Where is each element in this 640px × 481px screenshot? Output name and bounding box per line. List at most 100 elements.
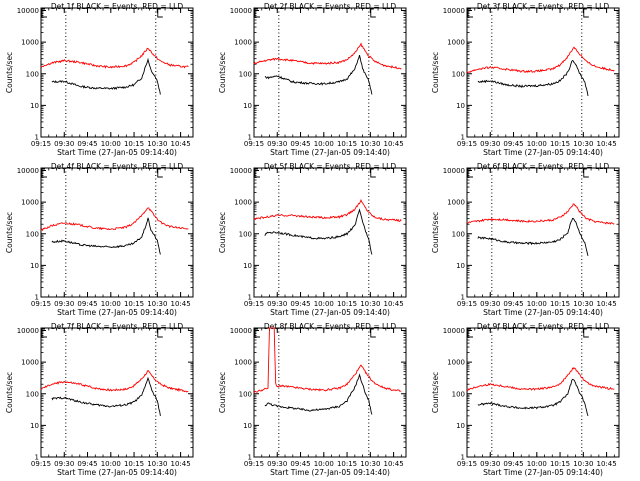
y-tick-label: 10000 xyxy=(17,7,39,15)
bracket-marker xyxy=(370,168,376,178)
x-tick-label: 10:45 xyxy=(596,140,616,148)
x-tick-label: 09:45 xyxy=(77,140,97,148)
x-tick-label: 10:45 xyxy=(170,140,190,148)
series-line-lld xyxy=(466,203,615,225)
y-tick-label: 1 xyxy=(248,454,252,462)
y-axis-label: Counts/sec xyxy=(431,52,440,93)
panel-det-2: Det 2f BLACK = Events, RED = LLD 1 10 100 10… xyxy=(218,2,407,157)
y-tick-label: 10 xyxy=(243,422,252,430)
x-axis-label: Start Time (27-Jan-05 09:14:40) xyxy=(57,148,177,157)
series-line-events xyxy=(264,208,373,255)
x-tick-label: 09:45 xyxy=(77,300,97,308)
y-tick-label: 10 xyxy=(456,262,465,270)
y-tick-label: 10 xyxy=(30,422,39,430)
x-tick-label: 09:45 xyxy=(503,460,523,468)
y-axis-label: Counts/sec xyxy=(5,212,14,253)
x-tick-label: 10:30 xyxy=(360,140,380,148)
x-tick-label: 10:15 xyxy=(124,460,144,468)
x-tick-label: 09:30 xyxy=(54,300,74,308)
x-tick-label: 10:00 xyxy=(101,140,121,148)
y-axis-label: Counts/sec xyxy=(218,52,227,93)
y-tick-label: 10 xyxy=(243,262,252,270)
x-tick-label: 10:00 xyxy=(527,140,547,148)
x-axis-label: Start Time (27-Jan-05 09:14:40) xyxy=(270,468,390,477)
y-tick-label: 10 xyxy=(456,422,465,430)
x-axis-label: Start Time (27-Jan-05 09:14:40) xyxy=(57,308,177,317)
x-tick-label: 10:15 xyxy=(337,140,357,148)
bracket-marker xyxy=(41,168,47,178)
y-tick-label: 10000 xyxy=(443,167,465,175)
bracket-marker xyxy=(157,8,163,18)
y-tick-label: 1 xyxy=(248,294,252,302)
plot-frame xyxy=(466,167,620,298)
y-tick-label: 1 xyxy=(248,134,252,142)
panel-det-9: Det 9f BLACK = Events, RED = LLD 1 10 100 10… xyxy=(431,322,620,477)
x-tick-label: 09:15 xyxy=(457,460,477,468)
y-tick-label: 1000 xyxy=(447,39,465,47)
y-axis-label: Counts/sec xyxy=(5,372,14,413)
y-tick-label: 10 xyxy=(30,102,39,110)
x-tick-label: 10:45 xyxy=(170,300,190,308)
series-line-lld xyxy=(253,327,402,394)
panel-det-1: Det 1f BLACK = Events, RED = LLD 1 10 100 10… xyxy=(5,2,194,157)
y-tick-label: 100 xyxy=(239,70,252,78)
x-tick-label: 09:30 xyxy=(480,300,500,308)
chart-title: Det 4f BLACK = Events, RED = LLD xyxy=(51,162,184,171)
x-tick-label: 09:15 xyxy=(31,300,51,308)
x-axis-label: Start Time (27-Jan-05 09:14:40) xyxy=(483,468,603,477)
x-tick-label: 10:15 xyxy=(124,140,144,148)
x-tick-label: 09:30 xyxy=(480,460,500,468)
panel-det-4: Det 4f BLACK = Events, RED = LLD 1 10 100 10… xyxy=(5,162,194,317)
bracket-marker xyxy=(370,8,376,18)
x-tick-label: 10:15 xyxy=(550,460,570,468)
x-tick-label: 09:30 xyxy=(54,460,74,468)
bracket-marker xyxy=(157,168,163,178)
series-line-events xyxy=(477,378,589,417)
y-axis-label: Counts/sec xyxy=(218,372,227,413)
x-tick-label: 09:15 xyxy=(244,460,264,468)
series-line-events xyxy=(477,59,589,96)
y-axis-label: Counts/sec xyxy=(5,52,14,93)
x-tick-label: 09:45 xyxy=(503,140,523,148)
x-tick-label: 09:15 xyxy=(457,140,477,148)
y-tick-label: 100 xyxy=(452,390,465,398)
y-tick-label: 10000 xyxy=(17,327,39,335)
y-tick-label: 1 xyxy=(461,454,465,462)
x-tick-label: 10:45 xyxy=(596,300,616,308)
x-tick-label: 10:15 xyxy=(337,460,357,468)
x-tick-label: 10:30 xyxy=(147,460,167,468)
y-tick-label: 1 xyxy=(35,454,39,462)
chart-title: Det 7f BLACK = Events, RED = LLD xyxy=(51,322,184,331)
x-tick-label: 09:30 xyxy=(267,140,287,148)
bracket-marker xyxy=(254,8,260,18)
y-tick-label: 100 xyxy=(239,390,252,398)
x-tick-label: 09:15 xyxy=(244,300,264,308)
bracket-marker xyxy=(41,8,47,18)
plot-frame xyxy=(466,327,620,458)
y-tick-label: 100 xyxy=(452,70,465,78)
x-tick-label: 09:15 xyxy=(457,300,477,308)
x-tick-label: 09:30 xyxy=(54,140,74,148)
x-tick-label: 10:30 xyxy=(573,460,593,468)
x-tick-label: 09:45 xyxy=(290,140,310,148)
plot-frame xyxy=(253,327,407,458)
x-tick-label: 10:15 xyxy=(337,300,357,308)
series-line-lld xyxy=(253,198,402,222)
y-tick-label: 1 xyxy=(35,134,39,142)
bracket-marker xyxy=(583,328,589,338)
x-tick-label: 09:15 xyxy=(31,460,51,468)
bracket-marker xyxy=(41,328,47,338)
y-tick-label: 10000 xyxy=(17,167,39,175)
x-tick-label: 10:30 xyxy=(147,140,167,148)
bracket-marker xyxy=(467,8,473,18)
bracket-marker xyxy=(370,328,376,338)
panel-det-7: Det 7f BLACK = Events, RED = LLD 1 10 100 10… xyxy=(5,322,194,477)
series-line-events xyxy=(264,373,373,415)
series-line-events xyxy=(264,54,373,95)
x-tick-label: 09:30 xyxy=(480,140,500,148)
bracket-marker xyxy=(467,328,473,338)
y-tick-label: 1 xyxy=(461,294,465,302)
chart-title: Det 3f BLACK = Events, RED = LLD xyxy=(477,2,610,11)
x-axis-label: Start Time (27-Jan-05 09:14:40) xyxy=(57,468,177,477)
